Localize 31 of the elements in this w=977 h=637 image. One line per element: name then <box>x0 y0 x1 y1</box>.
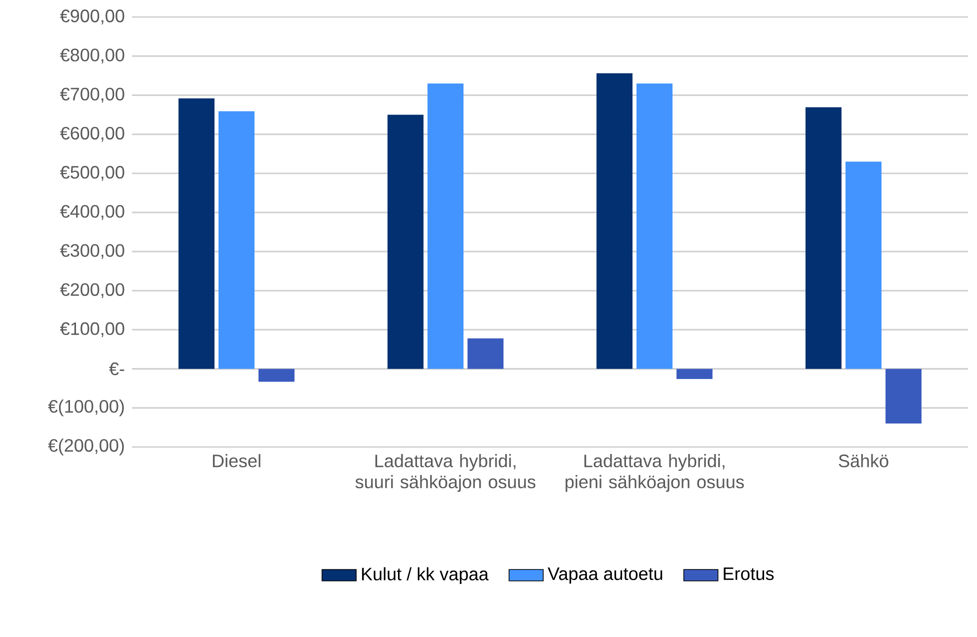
bar <box>428 83 464 369</box>
y-tick-label: €700,00 <box>60 88 124 103</box>
x-tick-label: Ladattava hybridi, pieni sähköajon osuus <box>566 454 744 492</box>
y-tick-label: €900,00 <box>60 10 124 24</box>
bar <box>806 107 842 369</box>
y-tick-label: €500,00 <box>60 166 124 181</box>
bar <box>676 368 713 379</box>
x-tick-label: Diesel <box>212 454 260 468</box>
bar <box>468 338 504 369</box>
x-tick-label: Ladattava hybridi, suuri sähköajon osuus <box>355 454 536 492</box>
bar <box>596 73 633 369</box>
bar <box>636 83 673 369</box>
legend-label: Kulut / kk vapaa <box>362 567 489 584</box>
y-tick-label: €600,00 <box>60 126 124 142</box>
bar <box>258 368 295 382</box>
bar <box>846 162 882 369</box>
x-tick-label: Sähkö <box>838 454 888 468</box>
y-tick-label: €(200,00) <box>48 438 124 456</box>
bar <box>178 98 214 369</box>
y-tick-label: €400,00 <box>60 205 124 220</box>
bar <box>218 111 255 369</box>
bar <box>886 368 922 424</box>
y-tick-label: €200,00 <box>60 283 124 298</box>
y-tick-label: €300,00 <box>60 244 124 259</box>
bar <box>388 114 424 369</box>
y-tick-label: €(100,00) <box>48 400 124 416</box>
y-tick-label: €100,00 <box>60 322 124 338</box>
y-tick-label: €- <box>109 362 124 376</box>
legend-label: Erotus <box>724 568 774 580</box>
y-tick-label: €800,00 <box>60 48 124 64</box>
legend-label: Vapaa autoetu <box>548 568 662 584</box>
